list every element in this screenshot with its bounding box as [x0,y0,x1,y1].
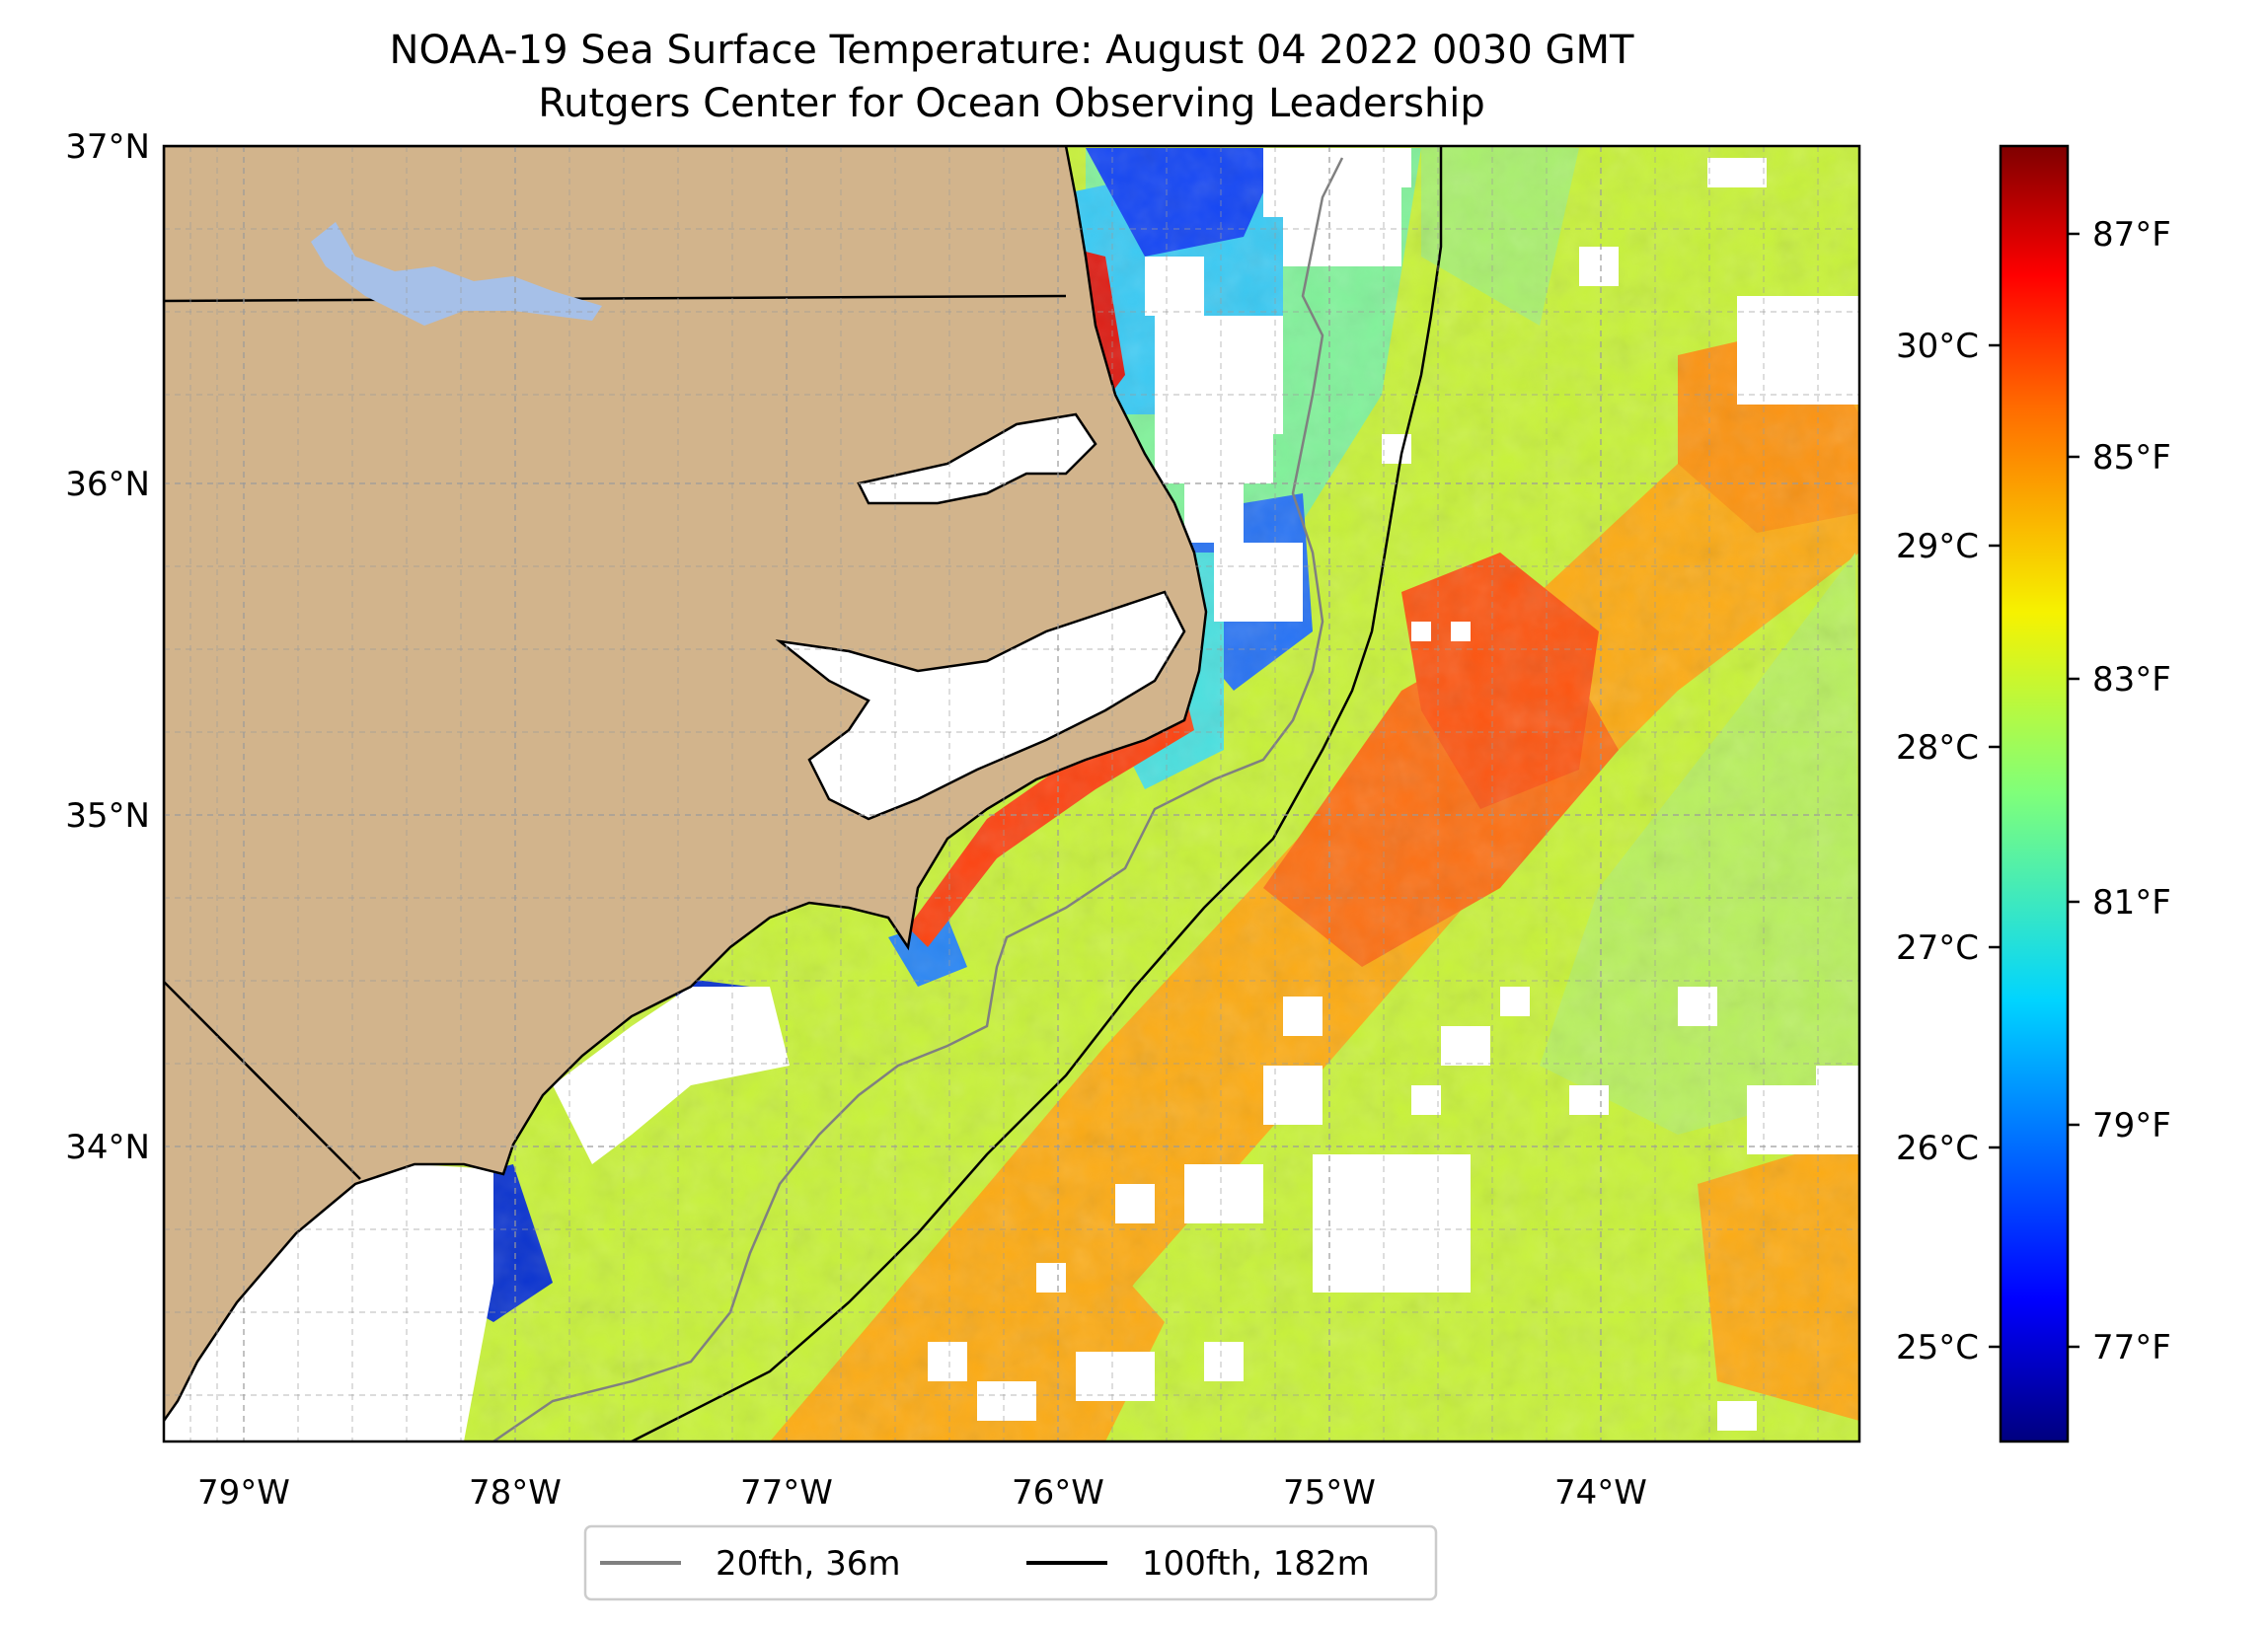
lat-tick-35n: 35°N [65,796,150,836]
lake [311,222,602,326]
isobath-legend: 20fth, 36m 100fth, 182m [583,1524,1438,1601]
colorbar-fahrenheit-ticks [2068,232,2079,1349]
gridlines [164,146,1859,1441]
celsius-tick-27: 27°C [1896,928,1979,968]
map-title-line2: Rutgers Center for Ocean Observing Leade… [538,81,1485,126]
isobath-20fth [492,157,1344,1441]
lat-tick-labels: 37°N 36°N 35°N 34°N [65,127,150,1167]
legend-label-100fth: 100fth, 182m [1142,1544,1370,1584]
lon-tick-76w: 76°W [1012,1473,1104,1513]
fahrenheit-tick-77: 77°F [2092,1328,2171,1367]
lon-tick-74w: 74°W [1554,1473,1647,1513]
map-panel [164,146,1859,1441]
fahrenheit-tick-79: 79°F [2092,1106,2171,1146]
pamlico-sound [775,590,1186,821]
isobath-100fth [631,146,1443,1441]
lat-tick-37n: 37°N [65,127,150,167]
map-frame [162,144,1861,1443]
colorbar [1999,144,2070,1443]
lon-tick-78w: 78°W [469,1473,562,1513]
celsius-tick-30: 30°C [1896,327,1979,366]
colorbar-fahrenheit-labels: 77°F 79°F 81°F 83°F 85°F 87°F [2092,215,2171,1367]
lon-tick-79w: 79°W [197,1473,290,1513]
legend-label-20fth: 20fth, 36m [716,1544,901,1584]
lat-tick-36n: 36°N [65,465,150,504]
lon-tick-labels: 79°W 78°W 77°W 76°W 75°W 74°W [197,1473,1647,1513]
fahrenheit-tick-83: 83°F [2092,660,2171,700]
lat-tick-34n: 34°N [65,1128,150,1167]
celsius-tick-29: 29°C [1896,527,1979,566]
state-border-va-nc [164,294,1067,303]
celsius-tick-26: 26°C [1896,1129,1979,1168]
legend-box [583,1524,1438,1601]
lon-tick-77w: 77°W [740,1473,833,1513]
celsius-tick-25: 25°C [1896,1328,1979,1367]
map-title-line1: NOAA-19 Sea Surface Temperature: August … [390,28,1634,73]
albemarle-sound [857,412,1097,505]
lon-tick-75w: 75°W [1283,1473,1376,1513]
celsius-tick-28: 28°C [1896,728,1979,768]
fahrenheit-tick-87: 87°F [2092,215,2171,255]
colorbar-celsius-labels: 25°C 26°C 27°C 28°C 29°C 30°C [1896,327,1979,1367]
fahrenheit-tick-85: 85°F [2092,438,2171,478]
fahrenheit-tick-81: 81°F [2092,883,2171,923]
colorbar-celsius-ticks [1989,343,2001,1349]
